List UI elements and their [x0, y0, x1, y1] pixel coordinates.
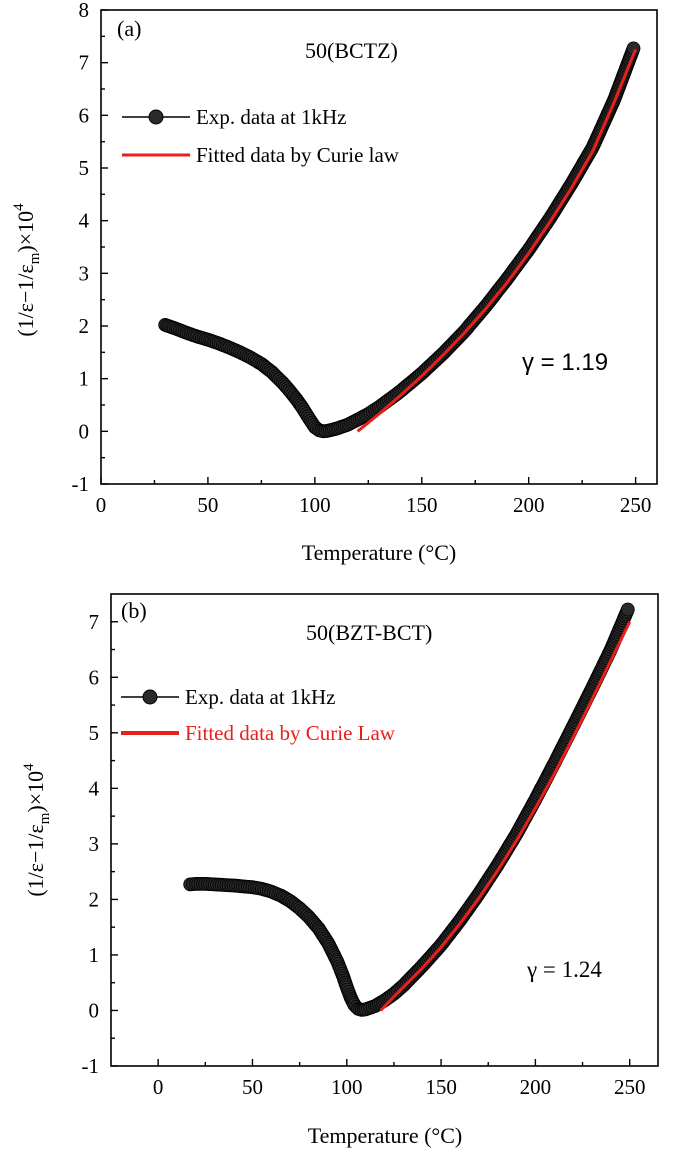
- y-tick-label-a-1: 1: [79, 367, 90, 391]
- panel-label-a: (a): [117, 16, 141, 41]
- y-tick-label-a-4: 4: [79, 209, 90, 233]
- y-axis-title-close-a: )×10: [13, 211, 38, 253]
- y-axis-title-b: (1/ε−1/εm)×104: [21, 763, 53, 897]
- marks-group-a: [158, 41, 641, 439]
- y-axis-title-a: (1/ε−1/εm)×104: [11, 203, 43, 337]
- legend-b: Exp. data at 1kHz Fitted data by Curie L…: [121, 685, 396, 745]
- fitted-curie-line-a: [356, 48, 637, 433]
- plot-frame-b: [110, 593, 659, 1067]
- panel-b: 0 50 100 150 200 250 -1 0 1 2 3 4 5 6 7 (b) 50(BZT-BCT…: [21, 593, 659, 1148]
- legend-marker-exp-a: [148, 109, 164, 125]
- x-tick-label-b-50: 50: [242, 1075, 263, 1099]
- y-tick-label-a--1: -1: [72, 472, 90, 496]
- legend-label-fit-a: Fitted data by Curie law: [196, 143, 400, 167]
- x-tick-label-a-100: 100: [299, 493, 331, 517]
- y-tick-label-b-1: 1: [89, 943, 100, 967]
- annotation-gamma-a: γ = 1.19: [522, 349, 608, 376]
- y-tick-label-b-5: 5: [89, 721, 100, 745]
- y-axis-title-sup-b: 4: [21, 763, 37, 771]
- y-tick-label-a-5: 5: [79, 156, 90, 180]
- chart-title-a: 50(BCTZ): [305, 38, 398, 63]
- x-tick-label-b-150: 150: [425, 1075, 457, 1099]
- y-axis-title-main-a: (1/ε−1/ε: [13, 264, 38, 336]
- y-tick-label-b-4: 4: [89, 776, 100, 800]
- legend-a: Exp. data at 1kHz Fitted data by Curie l…: [122, 105, 400, 167]
- legend-marker-exp-b: [142, 689, 158, 705]
- y-axis-title-close-b: )×10: [23, 771, 48, 813]
- y-tick-label-b-6: 6: [89, 665, 100, 689]
- x-axis-title-a: Temperature (°C): [302, 540, 456, 565]
- y-axis-title-sub-b: m: [37, 812, 53, 824]
- x-tick-label-a-200: 200: [513, 493, 545, 517]
- y-tick-label-a-8: 8: [79, 0, 90, 22]
- y-axis-title-sub-a: m: [27, 252, 43, 264]
- y-tick-label-a-0: 0: [79, 419, 90, 443]
- chart-title-b: 50(BZT-BCT): [306, 620, 432, 645]
- legend-label-exp-b: Exp. data at 1kHz: [185, 685, 335, 709]
- x-tick-label-b-0: 0: [153, 1075, 164, 1099]
- y-tick-label-a-6: 6: [79, 103, 90, 127]
- y-tick-label-b-2: 2: [89, 887, 100, 911]
- y-tick-label-a-2: 2: [79, 314, 90, 338]
- panel-label-b: (b): [121, 598, 147, 623]
- x-axis-title-b: Temperature (°C): [308, 1123, 462, 1148]
- tick-group-b: 0 50 100 150 200 250 -1 0 1 2 3 4 5 6 7: [82, 610, 646, 1099]
- fitted-curie-line-b: [379, 621, 632, 1012]
- x-tick-label-b-200: 200: [520, 1075, 552, 1099]
- x-tick-label-a-150: 150: [406, 493, 438, 517]
- y-tick-label-a-7: 7: [79, 51, 90, 75]
- x-tick-label-b-250: 250: [614, 1075, 646, 1099]
- legend-label-exp-a: Exp. data at 1kHz: [196, 105, 346, 129]
- x-tick-label-a-0: 0: [96, 493, 107, 517]
- y-tick-label-a-3: 3: [79, 261, 90, 285]
- x-tick-label-a-50: 50: [197, 493, 218, 517]
- y-tick-label-b--1: -1: [82, 1054, 100, 1078]
- exp-data-point-b: [620, 602, 635, 617]
- y-tick-label-b-0: 0: [89, 998, 100, 1022]
- annotation-gamma-b: γ = 1.24: [526, 957, 602, 982]
- legend-label-fit-b: Fitted data by Curie Law: [185, 721, 396, 745]
- marks-group-b: [183, 602, 635, 1017]
- y-tick-label-b-7: 7: [89, 610, 100, 634]
- x-tick-label-b-100: 100: [331, 1075, 363, 1099]
- x-tick-label-a-250: 250: [620, 493, 652, 517]
- y-axis-title-main-b: (1/ε−1/ε: [23, 824, 48, 896]
- y-tick-label-b-3: 3: [89, 832, 100, 856]
- y-axis-title-sup-a: 4: [11, 203, 27, 211]
